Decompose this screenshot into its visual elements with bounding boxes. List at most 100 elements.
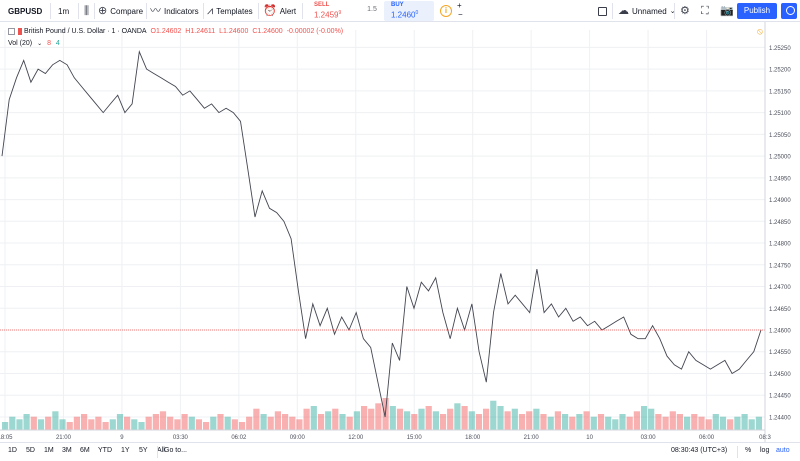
price-chart[interactable]: 1.24600 1.252501.252001.251501.251001.25… [0,22,800,442]
volume-bar [73,416,80,430]
indicators-button[interactable]: 〰 Indicators [150,0,199,22]
volume-bar [727,419,734,430]
volume-bar [698,416,705,430]
cloud-save-button[interactable]: ☁ Unnamed ⌄ [618,0,676,22]
volume-bar [741,414,748,430]
toolbar-divider [612,3,613,19]
price-tick-label: 1.25000 [769,155,791,161]
price-tick-label: 1.24750 [769,263,791,269]
range-button-6m[interactable]: 6M [80,447,90,454]
chevron-down-icon[interactable]: ⌄ [37,41,43,47]
time-axis: 18:05 21:00 9 03:30 06:02 09:00 12:00 15:00 18:0… [0,429,771,441]
snapshot-button[interactable]: 📷 [720,0,737,22]
volume-bar [274,411,281,430]
range-button-5y[interactable]: 5Y [139,447,148,454]
price-series [1,50,762,418]
volume-bar [224,416,231,430]
toolbar-divider [146,3,147,19]
plus-circle-icon: ⊕ [98,4,108,17]
range-button-all[interactable]: All [157,447,165,454]
volume-bar [303,408,310,430]
spread-value: 1.5 [367,6,377,13]
time-tick-label: 06:02 [231,435,247,441]
publish-button[interactable]: Publish [737,3,777,19]
square-icon [598,6,607,16]
sell-price: 1.24599 [314,10,342,20]
toolbar-divider [258,3,259,19]
price-axis: 1.25250 1.25200 1.25150 1.25100 1.25050 1.250… [764,22,800,442]
fullscreen-button[interactable]: ⛶ [701,0,712,22]
symbol-title[interactable]: British Pound / U.S. Dollar · 1 · OANDA [24,27,147,35]
quantity-plus-button[interactable]: + [457,1,462,10]
alert-label: Alert [279,6,297,16]
price-tick-label: 1.25200 [769,68,791,74]
clock[interactable]: 08:30:43 (UTC+3) [671,447,728,454]
volume-bar [167,416,174,430]
compare-label: Compare [110,6,144,16]
goto-button[interactable]: Go to... [164,447,187,454]
volume-bar [684,416,691,430]
range-button-1m[interactable]: 1M [44,447,54,454]
volume-bar [368,408,375,430]
indicators-icon: 〰 [150,4,161,17]
price-tick-label: 1.24500 [769,372,791,378]
volume-bar [253,408,260,430]
toolbar-divider [157,446,158,458]
buy-button[interactable]: BUY 1.24600 [384,1,434,21]
chart-grid [0,30,766,430]
symbol-search[interactable]: GBPUSD [8,0,42,22]
volume-bars [2,398,762,430]
volume-label[interactable]: Vol (20) [8,40,33,47]
log-toggle[interactable]: log [760,447,770,454]
volume-bar [619,414,626,430]
volume-legend: Vol (20) ⌄ 8 4 [8,40,60,47]
symbol-label: GBPUSD [8,6,43,16]
price-tick-label: 1.24800 [769,242,791,248]
volume-bar [289,416,296,430]
top-toolbar: GBPUSD 1m ⫼ ⊕ Compare 〰 Indicators ⩘ Tem… [0,0,800,22]
chart-legend: British Pound / U.S. Dollar · 1 · OANDA … [8,26,347,36]
interval-button[interactable]: 1m [58,0,69,22]
volume-bar [238,422,246,430]
chart-style-button[interactable]: ⫼ [84,0,92,22]
warning-icon[interactable]: ⦸ [757,26,763,36]
range-button-ytd[interactable]: YTD [98,447,112,454]
volume-bar [734,416,741,430]
volume-bar [203,422,210,430]
volume-bar [317,414,325,430]
templates-button[interactable]: ⩘ Templates [207,0,253,22]
toolbar-divider [94,3,95,19]
volume-bar [102,422,109,430]
toolbar-divider [674,3,675,19]
auto-toggle[interactable]: auto [776,447,790,454]
gear-icon: ⚙ [680,4,690,17]
time-tick-label: 18:05 [0,435,13,441]
volume-bar [468,411,475,430]
range-button-1y[interactable]: 1Y [121,447,130,454]
volume-bar [260,414,267,430]
volume-bar [432,411,439,430]
volume-bar [52,411,59,430]
volume-bar [45,416,52,430]
volume-bar [755,416,762,430]
volume-bar [590,416,597,430]
play-icon[interactable] [781,3,797,19]
volume-bar [605,416,612,430]
range-button-1d[interactable]: 1D [8,447,17,454]
range-button-3m[interactable]: 3M [62,447,72,454]
layout-checkbox[interactable] [598,0,607,22]
volume-bar [562,414,569,430]
collapse-legend-icon[interactable] [8,27,15,35]
volume-bar [310,406,317,430]
settings-button[interactable]: ⚙ [680,0,693,22]
percent-toggle[interactable]: % [745,447,752,454]
volume-bar [66,422,73,430]
info-icon[interactable]: i [440,5,452,17]
range-button-5d[interactable]: 5D [26,447,35,454]
alert-button[interactable]: ⏰ Alert [263,0,296,22]
volume-bar [641,406,648,430]
sell-button[interactable]: SELL 1.24599 [307,1,360,21]
low-value: L1.24600 [219,27,249,35]
quantity-minus-button[interactable]: − [458,10,463,19]
compare-button[interactable]: ⊕ Compare [98,0,143,22]
